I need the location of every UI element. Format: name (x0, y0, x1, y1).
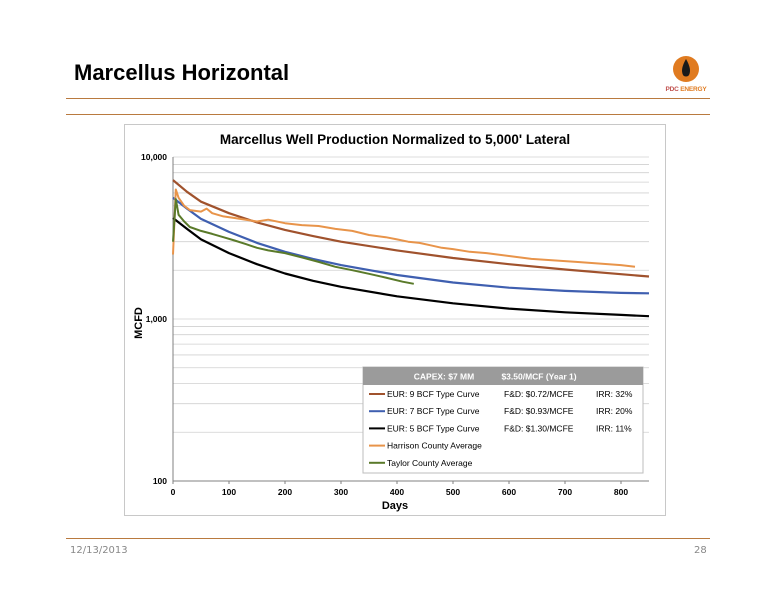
production-chart: Marcellus Well Production Normalized to … (133, 132, 650, 512)
logo-text: PDC ENERGY (661, 86, 711, 93)
x-tick-label: 200 (278, 487, 292, 497)
logo-text-energy: ENERGY (680, 86, 707, 93)
x-tick-label: 600 (502, 487, 516, 497)
legend-fd: F&D: $1.30/MCFE (504, 423, 574, 433)
x-tick-label: 700 (558, 487, 572, 497)
x-tick-label: 100 (222, 487, 236, 497)
chart-series (172, 179, 650, 318)
legend-series-label: Harrison County Average (387, 441, 482, 451)
series-line (172, 198, 414, 285)
x-tick-label: 300 (334, 487, 348, 497)
legend-irr: IRR: 11% (596, 423, 632, 433)
logo-flame-icon (673, 56, 699, 82)
pdc-energy-logo: PDC ENERGY (661, 52, 711, 97)
y-tick-label: 10,000 (141, 152, 167, 162)
chart-legend: CAPEX: $7 MM $3.50/MCF (Year 1) EUR: 9 BCF… (362, 366, 644, 474)
y-tick-label: 1,000 (146, 314, 168, 324)
legend-series-label: EUR: 9 BCF Type Curve (387, 389, 480, 399)
footer-date: 12/13/2013 (70, 545, 128, 556)
legend-fd: F&D: $0.93/MCFE (504, 406, 574, 416)
y-axis-label: MCFD (133, 307, 145, 339)
legend-series-label: EUR: 5 BCF Type Curve (387, 423, 480, 433)
series-line (172, 196, 650, 295)
chart-title: Marcellus Well Production Normalized to … (220, 132, 570, 147)
legend-irr: IRR: 32% (596, 389, 633, 399)
x-tick-label: 500 (446, 487, 460, 497)
chart-axes: 100 1,000 10,000 0 100 200 300 400 500 600 700 800 (141, 152, 649, 497)
x-tick-label: 400 (390, 487, 404, 497)
header-rule-secondary (66, 114, 710, 115)
legend-series-label: Taylor County Average (387, 458, 473, 468)
legend-header-capex: CAPEX: $7 MM (414, 372, 474, 382)
logo-text-pdc: PDC (665, 86, 679, 93)
legend-header-price: $3.50/MCF (Year 1) (501, 372, 576, 382)
series-line (172, 179, 650, 278)
slide-title: Marcellus Horizontal (74, 60, 290, 85)
x-tick-label: 0 (171, 487, 176, 497)
footer-rule (66, 538, 710, 539)
footer-page-number: 28 (694, 545, 707, 556)
legend-fd: F&D: $0.72/MCFE (504, 389, 574, 399)
y-tick-label: 100 (153, 476, 167, 486)
x-axis-label: Days (382, 500, 408, 512)
x-tick-label: 800 (614, 487, 628, 497)
series-line (172, 217, 650, 318)
chart-container: Marcellus Well Production Normalized to … (124, 124, 666, 516)
legend-header (363, 367, 643, 385)
header-rule (66, 98, 710, 99)
legend-series-label: EUR: 7 BCF Type Curve (387, 406, 480, 416)
legend-irr: IRR: 20% (596, 406, 633, 416)
series-line (172, 188, 636, 268)
